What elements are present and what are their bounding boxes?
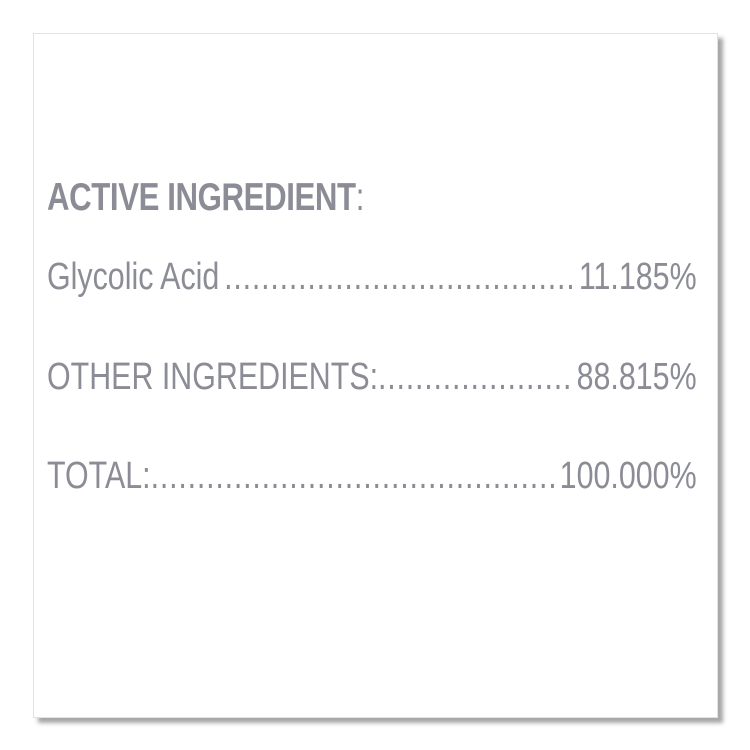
dot-leader — [224, 228, 574, 328]
ingredient-row-total: TOTAL: 100.000% — [47, 427, 697, 527]
ingredient-row-other: OTHER INGREDIENTS: 88.815% — [47, 328, 697, 428]
heading-colon: : — [355, 176, 365, 219]
ingredient-name: TOTAL: — [47, 455, 151, 497]
ingredients-panel: ACTIVE INGREDIENT: Glycolic Acid 11.185%… — [47, 168, 697, 527]
label-card — [33, 33, 718, 718]
ingredient-row-glycolic-acid: Glycolic Acid 11.185% — [47, 228, 697, 328]
ingredient-name: Glycolic Acid — [47, 256, 220, 298]
ingredient-value: 100.000% — [559, 455, 697, 497]
ingredient-value: 11.185% — [578, 256, 697, 298]
ingredient-value: 88.815% — [576, 355, 697, 398]
active-ingredient-heading: ACTIVE INGREDIENT: — [47, 168, 697, 228]
dot-leader — [151, 427, 555, 527]
ingredient-name: OTHER INGREDIENTS: — [47, 355, 379, 398]
dot-leader — [378, 328, 572, 428]
heading-text: ACTIVE INGREDIENT — [47, 176, 356, 219]
